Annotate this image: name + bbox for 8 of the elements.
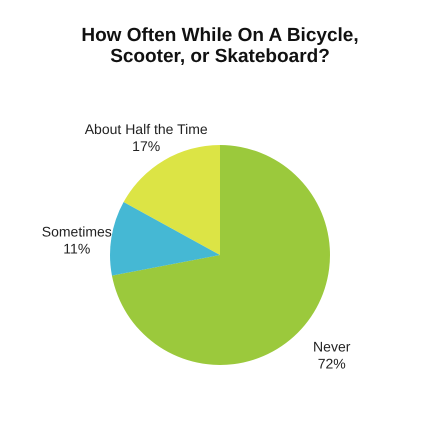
chart-title: How Often While On A Bicycle, Scooter, or Skateboard? — [81, 25, 359, 67]
slice-label: Never — [313, 338, 351, 354]
data-label: 72% — [318, 355, 346, 372]
slice-label: Sometimes — [42, 223, 112, 240]
pie-slice — [110, 202, 220, 276]
data-label: 17% — [132, 138, 160, 154]
data-label: 11% — [63, 240, 90, 256]
slice-label: About Half the Time — [84, 121, 208, 138]
